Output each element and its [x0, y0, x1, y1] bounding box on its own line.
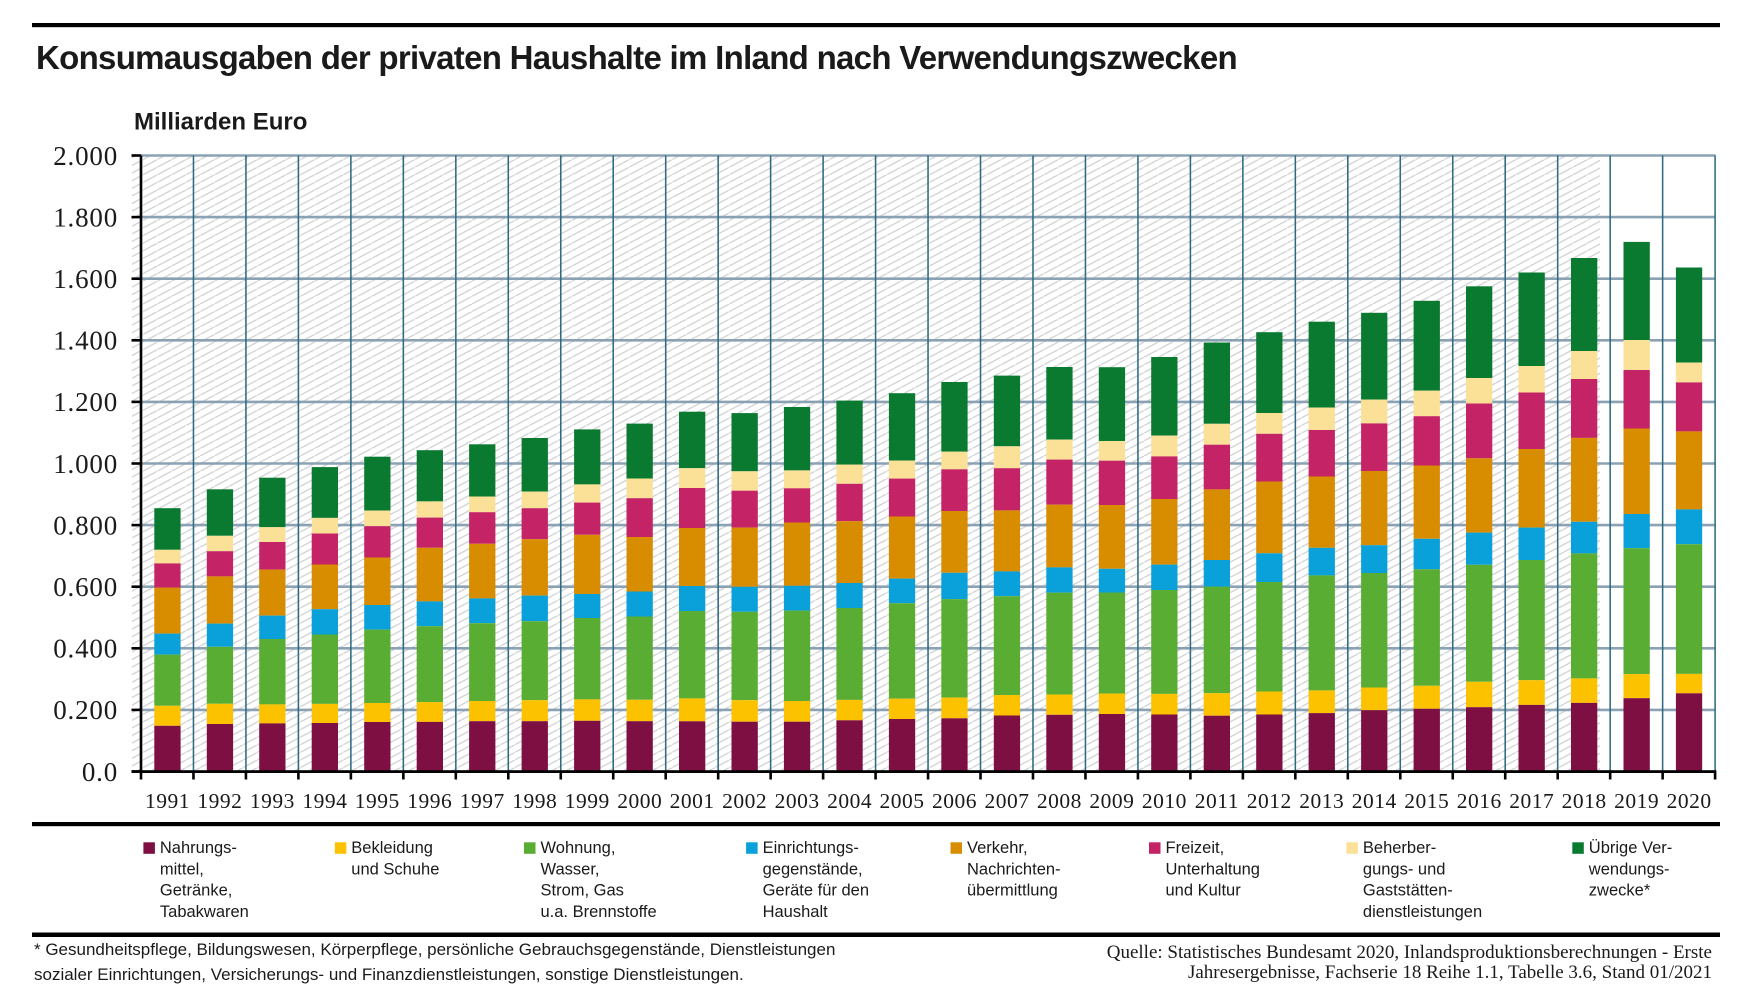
svg-text:2012: 2012	[1247, 789, 1292, 813]
svg-text:0.800: 0.800	[53, 510, 118, 540]
svg-text:0.200: 0.200	[53, 695, 118, 725]
svg-text:2.000: 2.000	[53, 141, 118, 171]
svg-text:2011: 2011	[1195, 789, 1239, 813]
svg-text:1.800: 1.800	[53, 202, 118, 232]
svg-text:2001: 2001	[670, 789, 715, 813]
svg-text:1994: 1994	[302, 789, 347, 813]
svg-text:1.600: 1.600	[53, 264, 118, 294]
svg-text:1996: 1996	[407, 789, 452, 813]
svg-text:0.400: 0.400	[53, 634, 118, 664]
svg-text:2014: 2014	[1352, 789, 1397, 813]
svg-text:Übrige Ver-wendungs-zwecke*: Übrige Ver-wendungs-zwecke*	[1588, 839, 1672, 900]
svg-text:Verkehr,Nachrichten-übermittlu: Verkehr, Nachrichten-übermittlung	[967, 839, 1061, 900]
svg-text:sozialer Einrichtungen, Versic: sozialer Einrichtungen, Versicherungs- u…	[34, 965, 744, 984]
svg-text:2009: 2009	[1089, 789, 1134, 813]
svg-text:2004: 2004	[827, 789, 872, 813]
svg-text:2007: 2007	[985, 789, 1030, 813]
svg-text:1991: 1991	[145, 789, 190, 813]
svg-text:Konsumausgaben der privaten Ha: Konsumausgaben der privaten Haushalte im…	[36, 39, 1237, 76]
svg-text:Milliarden Euro: Milliarden Euro	[134, 109, 307, 136]
svg-text:Nahrungs-mittel,Getränke,Tabak: Nahrungs-mittel, Getränke, Tabakwaren	[160, 839, 249, 921]
svg-text:1.200: 1.200	[53, 387, 118, 417]
svg-text:2002: 2002	[722, 789, 767, 813]
svg-text:0.0: 0.0	[82, 757, 118, 787]
svg-text:2008: 2008	[1037, 789, 1082, 813]
svg-text:1.400: 1.400	[53, 326, 118, 356]
svg-text:2016: 2016	[1457, 789, 1502, 813]
svg-text:2006: 2006	[932, 789, 977, 813]
svg-text:1997: 1997	[460, 789, 505, 813]
svg-text:1999: 1999	[565, 789, 610, 813]
svg-text:2018: 2018	[1562, 789, 1607, 813]
svg-text:1998: 1998	[512, 789, 557, 813]
svg-text:2019: 2019	[1614, 789, 1659, 813]
svg-text:2003: 2003	[775, 789, 820, 813]
svg-text:Quelle: Statistisches Bundesam: Quelle: Statistisches Bundesamt 2020, In…	[1107, 942, 1712, 963]
svg-text:2015: 2015	[1404, 789, 1449, 813]
svg-text:1.000: 1.000	[53, 449, 118, 479]
svg-text:Einrichtungs-gegenstände,Gerät: Einrichtungs-gegenstände, Geräte für den H…	[763, 839, 869, 921]
svg-text:2020: 2020	[1667, 789, 1712, 813]
svg-text:2017: 2017	[1509, 789, 1554, 813]
svg-text:2000: 2000	[617, 789, 662, 813]
svg-text:Jahresergebnisse, Fachserie 18: Jahresergebnisse, Fachserie 18 Reihe 1.1…	[1188, 962, 1712, 983]
svg-text:2013: 2013	[1299, 789, 1344, 813]
svg-text:1992: 1992	[197, 789, 242, 813]
svg-text:1995: 1995	[355, 789, 400, 813]
svg-text:1993: 1993	[250, 789, 295, 813]
svg-text:2005: 2005	[880, 789, 925, 813]
svg-text:0.600: 0.600	[53, 572, 118, 602]
svg-text:* Gesundheitspflege, Bildungsw: * Gesundheitspflege, Bildungswesen, Körp…	[34, 940, 835, 959]
svg-text:2010: 2010	[1142, 789, 1187, 813]
